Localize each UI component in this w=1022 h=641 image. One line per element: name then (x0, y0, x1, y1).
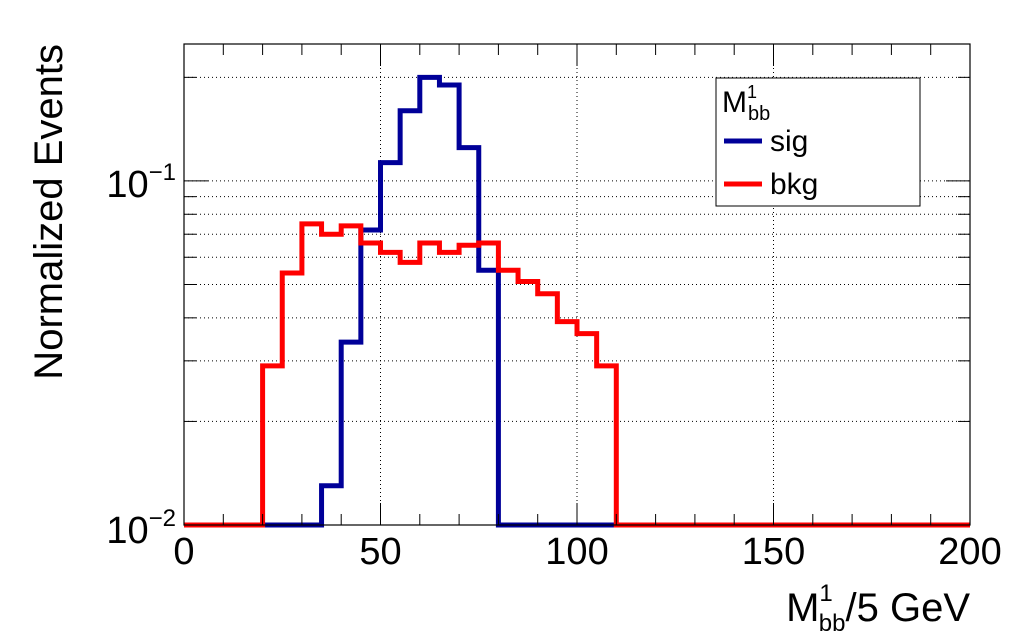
x-tick-label: 200 (938, 531, 1001, 573)
x-tick-labels: 0 50 100 150 200 (173, 531, 1001, 573)
x-tick-label: 100 (545, 531, 608, 573)
legend-label-sig: sig (770, 125, 808, 158)
x-axis-title: M1 bb/5 GeV (786, 580, 970, 637)
series-line-bkg (184, 221, 970, 528)
x-tick-label: 0 (173, 531, 194, 573)
y-tick-label: 10−1 (106, 159, 176, 206)
legend: M1 bb sig bkg (715, 77, 921, 207)
legend-label-bkg: bkg (770, 168, 818, 201)
axis-ticks (183, 44, 971, 526)
y-tick-labels: 10−1 10−2 (106, 159, 176, 552)
legend-title: M1 bb (722, 82, 770, 125)
y-tick-label: 10−2 (106, 505, 176, 552)
y-axis-title: Normalized Events (27, 44, 71, 380)
x-tick-label: 50 (359, 531, 401, 573)
x-tick-label: 150 (742, 531, 805, 573)
